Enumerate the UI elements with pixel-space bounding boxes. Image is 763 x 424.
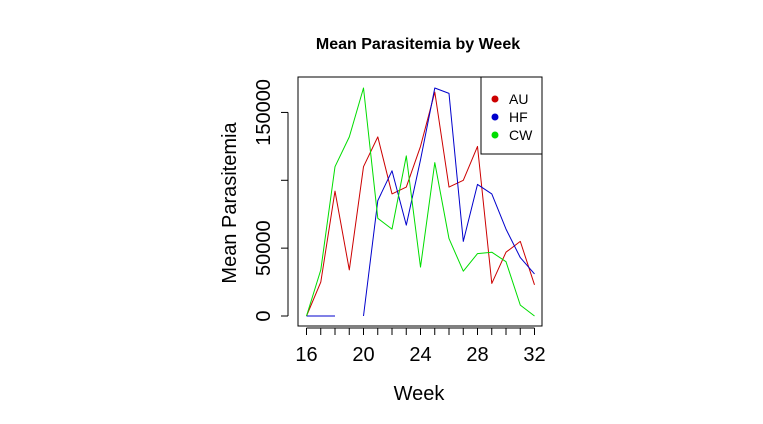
series-lines — [306, 87, 535, 317]
series-line-au — [306, 91, 535, 317]
x-tick-label: 24 — [409, 344, 431, 366]
x-axis: 16 20 24 28 32 — [295, 327, 546, 366]
legend-label-au: AU — [509, 91, 528, 107]
x-tick-label: 28 — [466, 344, 488, 366]
y-tick-label: 50000 — [253, 220, 275, 276]
x-tick-label: 32 — [523, 344, 545, 366]
chart-title: Mean Parasitemia by Week — [316, 36, 520, 53]
legend-box — [480, 76, 543, 155]
legend-marker-au — [491, 95, 499, 103]
y-axis: 0 50000 150000 — [253, 79, 289, 322]
legend: AU HF CW — [480, 76, 543, 155]
x-tick-label: 20 — [352, 344, 374, 366]
legend-label-hf: HF — [509, 109, 528, 125]
plot-frame — [297, 76, 543, 327]
y-tick-label: 0 — [253, 310, 275, 321]
legend-marker-hf — [491, 113, 499, 121]
legend-label-cw: CW — [509, 127, 533, 143]
series-line-hf — [363, 87, 535, 317]
y-axis-label: Mean Parasitemia — [219, 122, 241, 284]
y-tick-label: 150000 — [253, 79, 275, 146]
x-axis-label: Week — [394, 383, 446, 405]
series-line-cw — [306, 87, 535, 317]
legend-marker-cw — [491, 131, 499, 139]
x-tick-label: 16 — [295, 344, 317, 366]
